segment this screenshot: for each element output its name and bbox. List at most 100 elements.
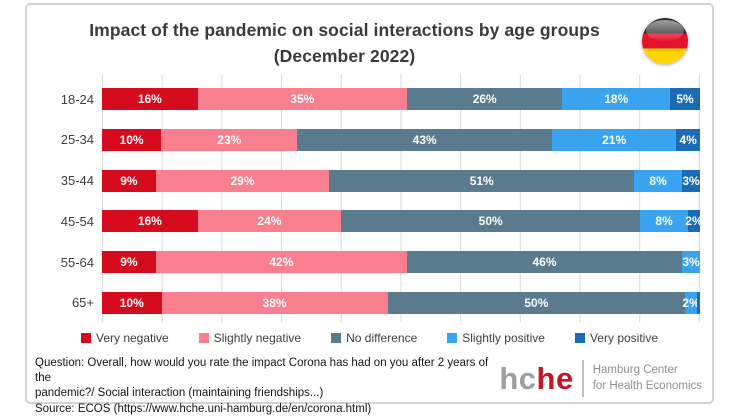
segment-value-label: 3% xyxy=(682,173,700,188)
logo-org-name: Hamburg Center for Health Economics xyxy=(593,363,702,394)
bar-segment-very-negative: 16% xyxy=(102,210,198,233)
legend-swatch-icon xyxy=(447,333,458,343)
chart-area: 18-24 16% 35% 26% 18% 5% 25-34 10% 23% 43% 21% 4% 35… xyxy=(35,74,705,322)
legend-item-very-positive: Very positive xyxy=(574,331,659,345)
segment-value-label: 9% xyxy=(120,255,138,270)
source-text: Source: ECOS (https://www.hche.uni-hambu… xyxy=(35,402,372,415)
hche-logo: hche Hamburg Center for Health Economics xyxy=(499,360,702,397)
chart-row-45-54: 45-54 16% 24% 50% 8% 2% xyxy=(35,210,705,233)
segment-value-label: 38% xyxy=(262,295,287,310)
chart-row-18-24: 18-24 16% 35% 26% 18% 5% xyxy=(35,88,705,110)
bar-segment-slightly-positive: 8% xyxy=(640,210,689,233)
legend-swatch-icon xyxy=(574,333,585,343)
segment-value-label: 46% xyxy=(532,255,557,270)
category-label: 55-64 xyxy=(60,254,94,270)
bar-segment-slightly-negative: 42% xyxy=(155,251,407,274)
segment-value-label: 8% xyxy=(655,214,673,229)
bar-segment-slightly-negative: 24% xyxy=(197,210,342,233)
bar-track: 9% 29% 51% 8% 3% xyxy=(102,169,700,192)
bar-segment-slightly-positive: 3% xyxy=(682,251,700,274)
question-text-line-1: Question: Overall, how would you rate th… xyxy=(35,357,489,385)
bar-segment-very-negative: 16% xyxy=(102,88,198,110)
category-label: 25-34 xyxy=(60,132,94,148)
legend-label: Very negative xyxy=(95,331,169,345)
bar-track: 9% 42% 46% 3% xyxy=(102,251,700,274)
bar-segment-no-difference: 46% xyxy=(406,251,683,274)
bar-segment-slightly-positive: 2% xyxy=(682,291,700,314)
bar-segment-very-positive: 4% xyxy=(676,128,700,151)
legend-label: No difference xyxy=(346,331,418,345)
legend-item-slightly-negative: Slightly negative xyxy=(198,331,302,345)
bar-segment-no-difference: 26% xyxy=(406,88,563,110)
category-label: 65+ xyxy=(71,295,94,311)
segment-value-label: 10% xyxy=(119,295,144,310)
legend-label: Slightly positive xyxy=(462,331,545,345)
segment-value-label: 43% xyxy=(412,132,437,147)
bar-track: 16% 35% 26% 18% 5% xyxy=(102,88,700,110)
legend-label: Slightly negative xyxy=(213,331,302,345)
bar-segment-no-difference: 43% xyxy=(297,128,552,151)
bar-segment-very-negative: 9% xyxy=(102,169,156,192)
segment-value-label: 18% xyxy=(604,92,629,106)
bar-segment-very-negative: 9% xyxy=(102,251,156,274)
category-label: 18-24 xyxy=(60,91,94,107)
legend-item-no-difference: No difference xyxy=(331,331,417,345)
title-line-1: Impact of the pandemic on social interac… xyxy=(89,20,600,40)
hche-logo-wordmark: hche xyxy=(499,363,573,394)
segment-value-label: 10% xyxy=(119,132,144,147)
legend-item-very-negative: Very negative xyxy=(80,331,169,345)
bar-segment-slightly-negative: 23% xyxy=(161,128,298,151)
segment-value-label: 3% xyxy=(682,255,700,270)
segment-value-label: 23% xyxy=(217,132,242,147)
logo-org-line-2: for Health Economics xyxy=(592,379,702,392)
chart-row-25-34: 25-34 10% 23% 43% 21% 4% xyxy=(35,128,705,151)
bar-segment-slightly-positive: 21% xyxy=(551,128,677,151)
segment-value-label: 2% xyxy=(682,295,700,310)
bar-segment-very-positive: 5% xyxy=(670,88,700,110)
logo-word-gray: hc xyxy=(499,361,537,396)
logo-org-line-1: Hamburg Center xyxy=(592,363,678,376)
segment-value-label: 2% xyxy=(685,214,703,229)
chart-card: Impact of the pandemic on social interac… xyxy=(25,3,714,415)
legend-swatch-icon xyxy=(80,333,91,343)
legend: Very negative Slightly negative No differe… xyxy=(27,331,712,345)
bar-track: 10% 38% 50% 2% xyxy=(102,291,700,314)
segment-value-label: 35% xyxy=(290,92,315,106)
segment-value-label: 24% xyxy=(257,214,282,229)
bar-track: 10% 23% 43% 21% 4% xyxy=(102,128,700,151)
segment-value-label: 9% xyxy=(120,173,138,188)
segment-value-label: 51% xyxy=(469,173,494,188)
legend-swatch-icon xyxy=(198,333,209,343)
segment-value-label: 50% xyxy=(524,295,549,310)
segment-value-label: 16% xyxy=(137,92,162,106)
question-text-line-2: pandemic?/ Social interaction (maintaini… xyxy=(35,387,324,400)
bar-segment-slightly-positive: 18% xyxy=(562,88,671,110)
legend-item-slightly-positive: Slightly positive xyxy=(447,331,545,345)
legend-label: Very positive xyxy=(589,331,659,345)
page-title: Impact of the pandemic on social interac… xyxy=(67,17,622,70)
bar-segment-no-difference: 51% xyxy=(329,169,635,192)
segment-value-label: 21% xyxy=(602,132,627,147)
footnote: Question: Overall, how would you rate th… xyxy=(35,356,507,417)
chart-row-35-44: 35-44 9% 29% 51% 8% 3% xyxy=(35,169,705,192)
segment-value-label: 42% xyxy=(269,255,294,270)
gridlines xyxy=(102,74,700,322)
bar-segment-slightly-negative: 35% xyxy=(197,88,407,110)
bar-segment-slightly-positive: 8% xyxy=(634,169,683,192)
segment-value-label: 4% xyxy=(679,132,697,147)
logo-word-red: he xyxy=(536,361,574,396)
germany-flag-icon xyxy=(642,18,688,64)
bar-segment-slightly-negative: 29% xyxy=(155,169,330,192)
segment-value-label: 29% xyxy=(230,173,255,188)
bar-rows: 18-24 16% 35% 26% 18% 5% 25-34 10% 23% 43% 21% 4% 35… xyxy=(35,88,705,314)
segment-value-label: 16% xyxy=(137,214,162,229)
bar-segment-very-positive: 2% xyxy=(685,210,703,233)
chart-row-55-64: 55-64 9% 42% 46% 3% xyxy=(35,251,705,274)
segment-value-label: 50% xyxy=(478,214,503,229)
bar-segment-slightly-negative: 38% xyxy=(161,291,388,314)
bar-track: 16% 24% 50% 8% 2% xyxy=(102,210,703,233)
segment-value-label: 8% xyxy=(649,173,667,188)
chart-row-65+: 65+ 10% 38% 50% 2% xyxy=(35,291,705,314)
bar-segment-very-positive: 3% xyxy=(682,169,700,192)
title-line-2: (December 2022) xyxy=(273,46,416,67)
